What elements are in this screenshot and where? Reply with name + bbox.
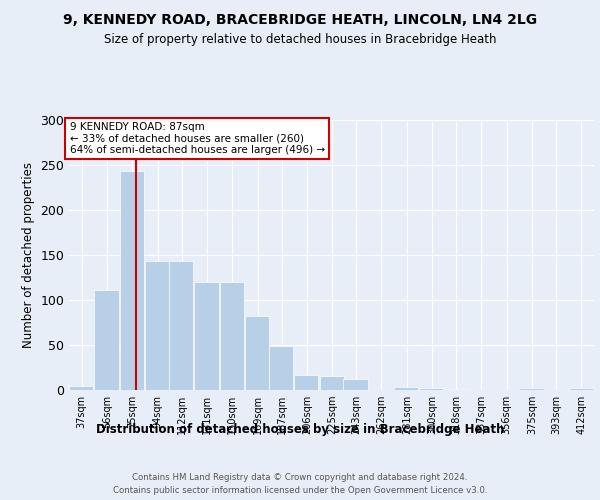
Bar xyxy=(269,346,293,390)
Bar xyxy=(245,316,269,390)
Bar xyxy=(169,262,193,390)
Bar xyxy=(294,374,319,390)
Bar xyxy=(320,376,344,390)
Bar xyxy=(343,379,368,390)
Bar xyxy=(194,282,218,390)
Bar xyxy=(220,282,244,390)
Bar xyxy=(94,290,119,390)
Text: Contains public sector information licensed under the Open Government Licence v3: Contains public sector information licen… xyxy=(113,486,487,495)
Bar xyxy=(119,172,144,390)
Bar xyxy=(569,388,593,390)
Text: 9, KENNEDY ROAD, BRACEBRIDGE HEATH, LINCOLN, LN4 2LG: 9, KENNEDY ROAD, BRACEBRIDGE HEATH, LINC… xyxy=(63,12,537,26)
Bar xyxy=(520,388,544,390)
Bar xyxy=(419,388,443,390)
Text: Contains HM Land Registry data © Crown copyright and database right 2024.: Contains HM Land Registry data © Crown c… xyxy=(132,472,468,482)
Text: Distribution of detached houses by size in Bracebridge Heath: Distribution of detached houses by size … xyxy=(96,422,504,436)
Bar xyxy=(145,262,169,390)
Bar xyxy=(69,386,93,390)
Text: 9 KENNEDY ROAD: 87sqm
← 33% of detached houses are smaller (260)
64% of semi-det: 9 KENNEDY ROAD: 87sqm ← 33% of detached … xyxy=(70,122,325,155)
Y-axis label: Number of detached properties: Number of detached properties xyxy=(22,162,35,348)
Bar xyxy=(394,388,418,390)
Text: Size of property relative to detached houses in Bracebridge Heath: Size of property relative to detached ho… xyxy=(104,32,496,46)
Bar xyxy=(443,389,467,390)
